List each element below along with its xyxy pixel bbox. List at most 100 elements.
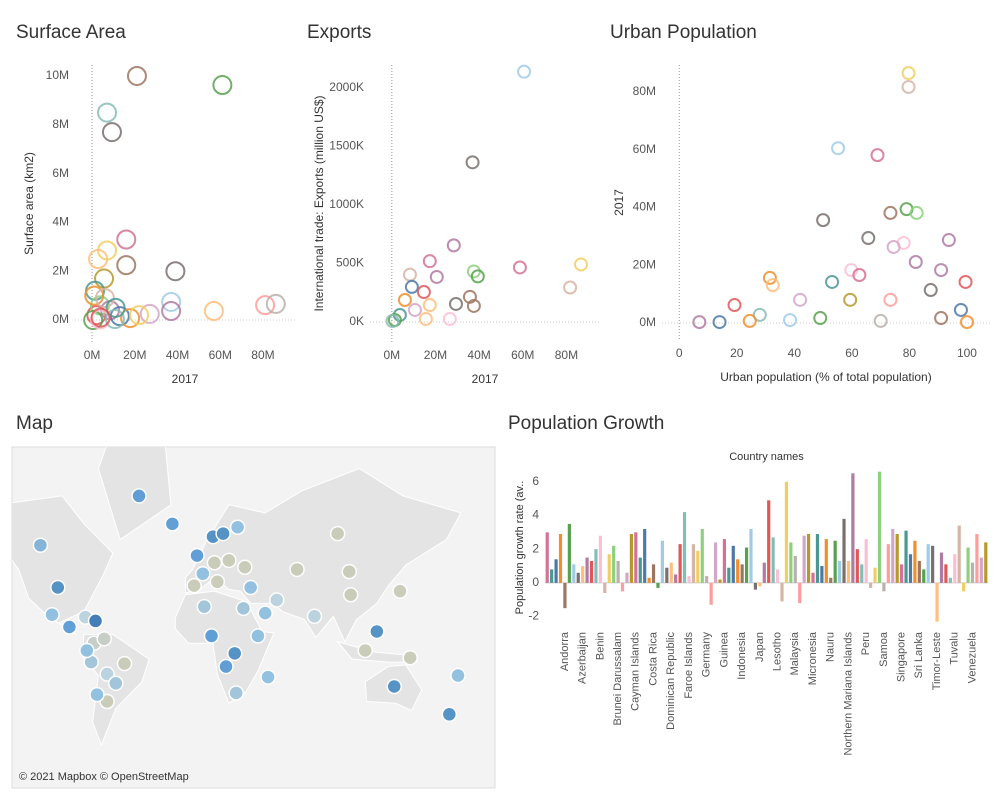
bar	[913, 540, 917, 583]
point	[265, 293, 286, 314]
point	[212, 75, 233, 96]
bar	[904, 530, 908, 583]
point	[934, 311, 949, 326]
bar	[811, 572, 815, 583]
point	[909, 205, 924, 220]
land	[184, 467, 462, 643]
bar	[718, 579, 722, 583]
x-tick-label: Faroe Islands	[683, 632, 695, 699]
bar	[603, 582, 607, 593]
x-tick-label: Tuvalu	[949, 632, 961, 665]
y-tick-label: 500K	[336, 256, 364, 270]
y-tick-label: 2	[532, 541, 539, 555]
x-tick-label: Benin	[594, 632, 606, 660]
point	[94, 268, 115, 289]
x-tick-label: Northern Mariana Islands	[842, 632, 854, 756]
bar	[731, 545, 735, 583]
point	[861, 231, 876, 246]
land	[12, 495, 114, 635]
y-tick-label: 8M	[52, 117, 69, 131]
chart-title: Exports	[307, 22, 371, 43]
bar	[669, 562, 673, 583]
bar	[917, 560, 921, 583]
bar	[643, 528, 647, 583]
bar	[970, 562, 975, 583]
y-tick-label: 10M	[46, 68, 69, 82]
country-point	[402, 649, 418, 666]
bar	[922, 569, 926, 583]
point	[84, 285, 105, 306]
country-point	[206, 555, 223, 571]
bar	[753, 582, 758, 590]
bar	[572, 564, 576, 583]
land	[336, 640, 418, 663]
point	[97, 102, 118, 123]
bar	[780, 582, 784, 602]
x-tick-label: Guinea	[718, 631, 730, 667]
point	[901, 79, 916, 94]
bar	[651, 564, 656, 583]
point	[397, 293, 412, 308]
x-tick-label: Lesotho	[771, 632, 783, 671]
country-point	[189, 547, 205, 564]
x-tick-label: Costa Rica	[647, 631, 659, 686]
bar	[678, 544, 682, 583]
country-point	[237, 559, 253, 576]
bar	[975, 534, 979, 583]
country-point	[87, 613, 104, 629]
point	[139, 303, 160, 324]
bar	[581, 566, 585, 583]
bar	[962, 582, 966, 592]
chart-title: Urban Population	[610, 22, 757, 43]
bar	[767, 500, 771, 583]
country-point	[203, 628, 220, 644]
y-tick-label: 0M	[52, 312, 69, 326]
point	[883, 205, 898, 220]
country-point	[441, 706, 458, 723]
bar	[793, 555, 797, 583]
chart-title: Population Growth	[508, 413, 664, 434]
point	[448, 296, 463, 311]
point	[765, 278, 780, 293]
bar	[576, 572, 580, 583]
point	[126, 65, 147, 86]
bar	[775, 569, 780, 583]
country-point	[342, 587, 359, 603]
bar	[634, 532, 638, 583]
x-tick-label: Timor-Leste	[931, 632, 943, 690]
x-tick-label: 40M	[166, 348, 189, 362]
point	[901, 66, 916, 81]
point	[442, 311, 457, 326]
point	[517, 64, 532, 79]
bar	[873, 567, 877, 583]
y-axis-label: Surface area (km2)	[22, 152, 36, 255]
country-point	[164, 516, 181, 532]
x-tick-label: Sri Lanka	[913, 631, 925, 678]
x-tick-label: Andorra	[559, 631, 571, 671]
country-point	[89, 686, 105, 703]
bar	[953, 554, 957, 583]
bar	[722, 539, 727, 583]
bar	[877, 471, 882, 583]
point	[402, 267, 417, 282]
country-point	[306, 608, 323, 625]
bar	[691, 544, 695, 583]
country-point	[289, 561, 305, 578]
country-point	[79, 642, 95, 659]
column-header: Country names	[729, 451, 804, 463]
x-tick-label: Dominican Republic	[665, 632, 677, 730]
country-point	[221, 552, 237, 569]
point	[422, 298, 437, 313]
point	[466, 298, 481, 313]
x-tick-label: 0M	[383, 348, 400, 362]
country-point	[218, 658, 234, 675]
point	[953, 302, 968, 317]
x-tick-label: 40M	[467, 348, 490, 362]
y-tick-label: 4M	[52, 215, 69, 229]
x-tick-label: 20M	[424, 348, 447, 362]
point	[908, 255, 923, 270]
bar	[935, 582, 939, 622]
point	[88, 249, 109, 270]
bar	[789, 542, 793, 583]
bar	[869, 582, 873, 588]
